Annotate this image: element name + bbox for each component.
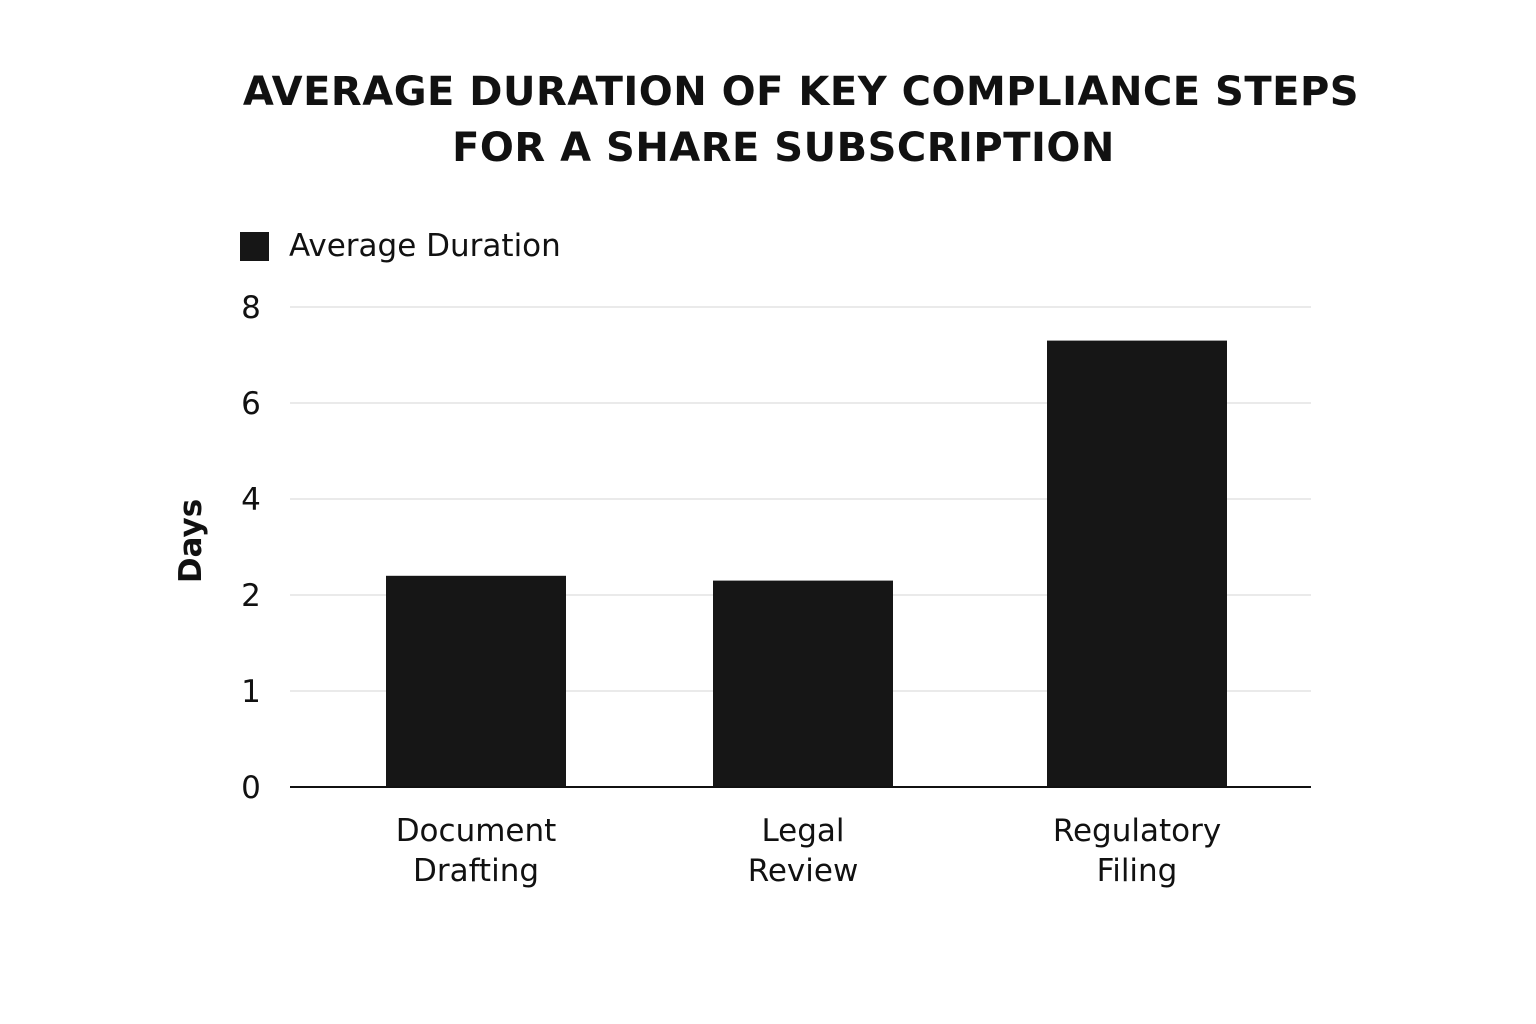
bar [713, 580, 893, 787]
y-tick-label: 4 [241, 482, 261, 518]
chart-title: AVERAGE DURATION OF KEY COMPLIANCE STEPS… [0, 64, 1536, 176]
y-axis-ticks: 0 1 2 4 6 8 [241, 290, 261, 806]
y-tick-label: 0 [241, 770, 261, 806]
y-tick-label: 1 [241, 674, 261, 710]
x-tick-label: Document Drafting [396, 813, 557, 889]
x-tick-label-line: Legal [761, 813, 844, 849]
chart-title-line-1: AVERAGE DURATION OF KEY COMPLIANCE STEPS [242, 69, 1360, 115]
legend-swatch [240, 231, 269, 261]
bar [1047, 340, 1227, 787]
x-tick-label-line: Review [748, 853, 859, 889]
x-tick-label: Regulatory Filing [1053, 813, 1221, 889]
y-tick-label: 2 [241, 578, 261, 614]
y-tick-label: 8 [241, 290, 261, 326]
y-axis-title: Days [173, 499, 209, 583]
legend-label: Average Duration [289, 228, 561, 264]
chart-title-line-2: FOR A SHARE SUBSCRIPTION [452, 125, 1115, 171]
x-tick-label-line: Document [396, 813, 557, 849]
x-tick-label-line: Filing [1097, 853, 1178, 889]
bar [386, 575, 566, 787]
legend: Average Duration [240, 226, 561, 266]
bars [386, 340, 1227, 787]
x-tick-label: Legal Review [748, 813, 859, 889]
x-tick-label-line: Regulatory [1053, 813, 1221, 849]
x-axis-labels: Document Drafting Legal Review Regulatory Fil… [396, 813, 1221, 889]
x-tick-label-line: Drafting [413, 853, 539, 889]
y-tick-label: 6 [241, 386, 261, 422]
